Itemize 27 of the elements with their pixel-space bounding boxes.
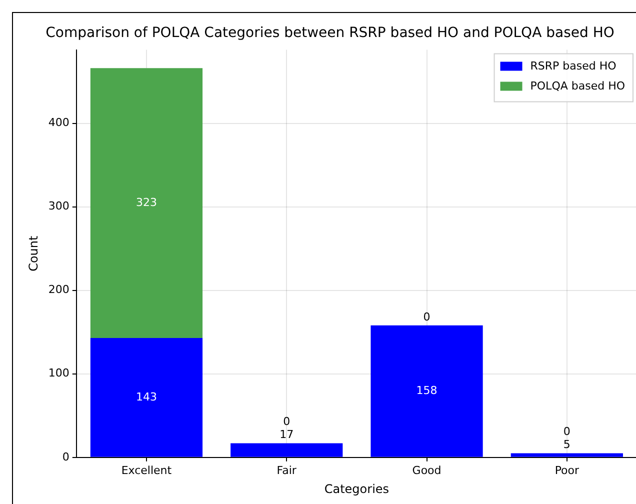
data-label: 0 — [283, 415, 290, 428]
data-label: 158 — [416, 384, 438, 398]
bar — [510, 453, 623, 457]
bar — [370, 325, 483, 457]
data-label: 323 — [136, 196, 157, 209]
data-label: 17 — [280, 428, 294, 442]
data-label: 0 — [423, 310, 430, 324]
x-tick-label: Poor — [554, 464, 580, 477]
y-tick-label: 100 — [48, 366, 70, 380]
bar — [90, 68, 203, 338]
x-tick-label: Good — [412, 464, 442, 477]
x-tick-label: Excellent — [121, 464, 172, 477]
x-tick-label: Fair — [276, 464, 297, 477]
y-tick-label: 400 — [48, 116, 70, 130]
data-label: 0 — [563, 425, 570, 438]
data-label: 5 — [563, 438, 570, 452]
bar — [90, 338, 203, 457]
data-label: 143 — [136, 390, 157, 404]
bar — [230, 443, 343, 457]
legend-label: RSRP based HO — [530, 60, 617, 73]
legend-label: POLQA based HO — [530, 80, 626, 93]
y-tick-label: 200 — [48, 283, 70, 296]
chart-title: Comparison of POLQA Categories between RSRP based HO and POLQA based HO — [46, 25, 614, 42]
y-tick-label: 300 — [48, 200, 70, 213]
y-axis-title: Count — [26, 235, 40, 272]
y-tick-label: 0 — [62, 450, 70, 464]
x-axis-title: Categories — [324, 482, 390, 496]
